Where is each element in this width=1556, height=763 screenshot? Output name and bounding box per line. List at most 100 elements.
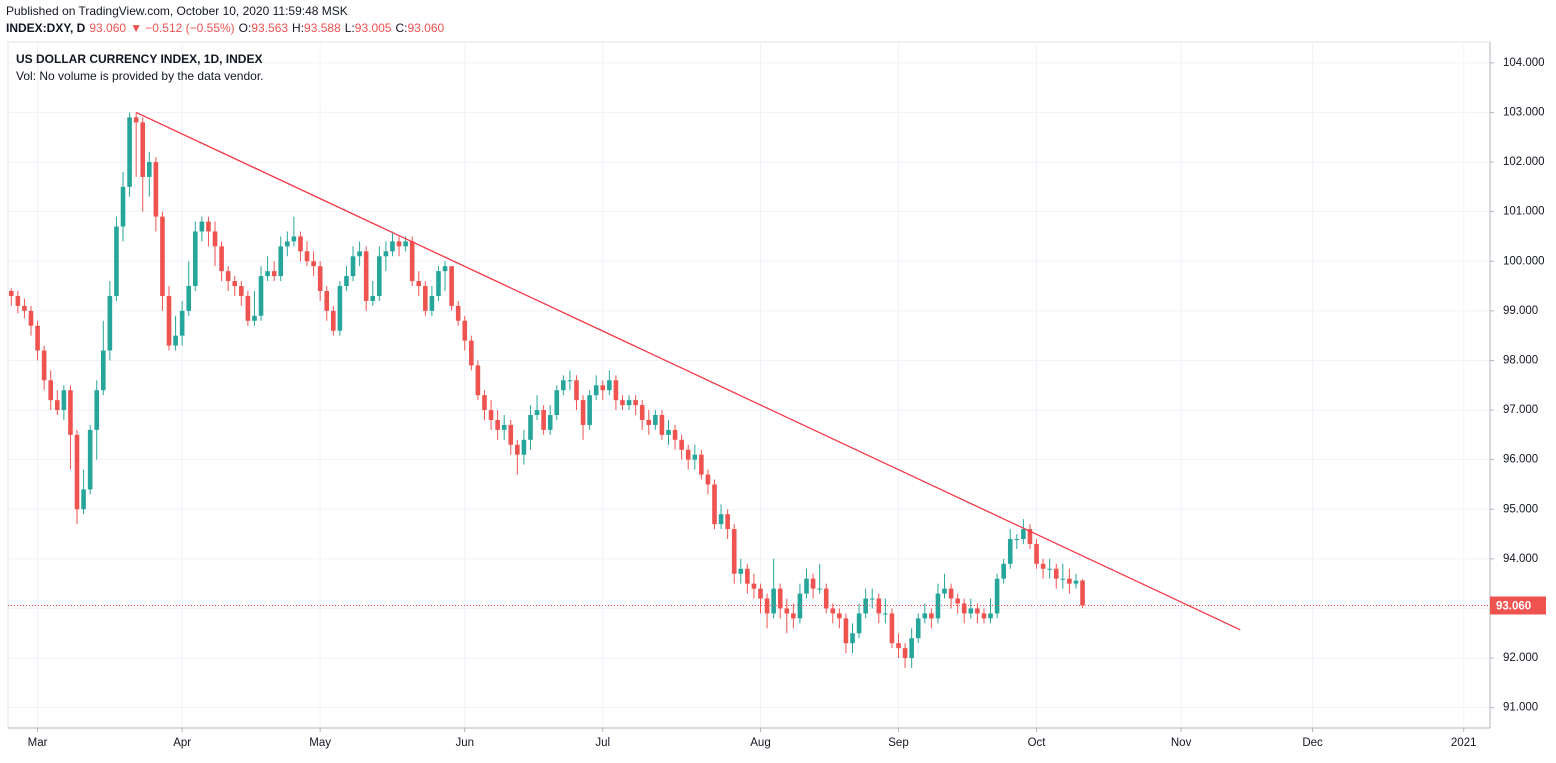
candle-body	[403, 241, 408, 247]
candle-body	[146, 162, 152, 177]
candle-body	[501, 424, 507, 430]
candle-body	[633, 400, 638, 406]
x-tick-label: Oct	[1028, 737, 1047, 749]
x-tick-label: Jun	[455, 737, 474, 749]
candle-body	[810, 578, 816, 589]
candle-body	[988, 613, 993, 619]
candle-body	[324, 291, 330, 311]
candle-body	[74, 434, 80, 510]
candle-body	[554, 390, 560, 416]
x-tick-label: Dec	[1302, 737, 1323, 749]
candle-body	[15, 295, 21, 306]
x-tick-label: Aug	[750, 737, 770, 749]
candle-body	[285, 241, 290, 247]
candle-body	[909, 638, 914, 659]
candle-body	[344, 276, 349, 287]
candle-body	[409, 241, 415, 282]
candle-body	[133, 117, 139, 123]
candle-body	[672, 429, 678, 440]
candle-body	[961, 603, 967, 614]
candle-body	[593, 385, 599, 396]
x-tick-label: Sep	[888, 737, 908, 749]
candle-body	[869, 598, 875, 600]
candle-body	[1047, 568, 1052, 570]
x-tick-label: Jul	[595, 737, 610, 749]
candle-body	[442, 266, 448, 272]
candle-body	[541, 410, 546, 430]
candle-body	[462, 320, 468, 341]
candle-body	[883, 613, 888, 615]
candle-body	[547, 415, 553, 430]
x-tick-label: May	[309, 737, 331, 749]
change: ▼ −0.512 (−0.55%)	[130, 21, 235, 35]
candle-body	[186, 286, 192, 311]
candle-body	[160, 216, 165, 296]
candle-body	[705, 474, 711, 485]
candle-body	[357, 251, 362, 257]
candle-body	[922, 613, 928, 619]
candle-body	[48, 380, 54, 401]
candle-body	[94, 390, 100, 430]
candle-body	[1060, 578, 1066, 580]
candle-body	[416, 281, 422, 287]
candles	[8, 111, 1490, 668]
x-tick-label: Mar	[28, 737, 48, 749]
candle-body	[245, 295, 251, 321]
candle-body	[252, 315, 257, 321]
candle-body	[948, 588, 954, 599]
candle-body	[258, 276, 264, 316]
candle-body	[166, 295, 172, 346]
ohlc-value: 93.060	[407, 21, 444, 35]
candle-body	[35, 325, 40, 351]
candle-body	[239, 286, 244, 296]
candle-body	[153, 162, 159, 217]
candle-body	[567, 380, 573, 382]
x-tick-label: Apr	[173, 737, 191, 749]
candle-body	[580, 400, 586, 425]
candle-body	[534, 410, 540, 416]
ohlc-value: 93.563	[251, 21, 288, 35]
candle-body	[120, 186, 126, 227]
candle-body	[423, 286, 428, 311]
candle-body	[699, 454, 704, 475]
candle-body	[692, 454, 698, 460]
candle-body	[41, 350, 47, 381]
candle-body	[659, 415, 665, 435]
candle-body	[607, 380, 612, 391]
candle-body	[817, 588, 822, 590]
y-tick-label: 103.000	[1503, 106, 1545, 118]
candle-body	[758, 588, 763, 599]
candle-body	[574, 380, 579, 401]
candle-body	[994, 578, 1000, 614]
candle-body	[449, 266, 454, 306]
candle-body	[712, 484, 717, 525]
candle-body	[377, 256, 382, 296]
ohlc-key: H:	[292, 21, 304, 35]
candle-body	[725, 514, 730, 530]
candle-body	[278, 246, 284, 277]
candle-body	[646, 419, 652, 425]
candle-body	[843, 618, 849, 644]
candle-body	[718, 514, 724, 525]
candle-body	[225, 271, 231, 282]
candle-body	[823, 588, 829, 609]
y-tick-label: 99.000	[1503, 305, 1538, 317]
candle-body	[495, 419, 500, 430]
candle-body	[107, 295, 113, 351]
candle-body	[1073, 580, 1079, 584]
y-tick-label: 102.000	[1503, 156, 1545, 168]
candle-body	[140, 122, 146, 177]
candle-body	[856, 613, 862, 634]
candle-body	[317, 266, 323, 292]
plot-frame	[7, 41, 1491, 729]
candle-body	[488, 410, 494, 420]
candle-body	[1027, 529, 1033, 544]
candle-body	[731, 529, 737, 574]
candle-body	[212, 231, 218, 247]
candle-body	[679, 439, 684, 450]
ohlc-key: O:	[239, 21, 252, 35]
candle-body	[508, 424, 514, 445]
y-tick-label: 104.000	[1503, 57, 1545, 69]
candle-body	[902, 648, 908, 659]
candle-body	[114, 226, 119, 296]
